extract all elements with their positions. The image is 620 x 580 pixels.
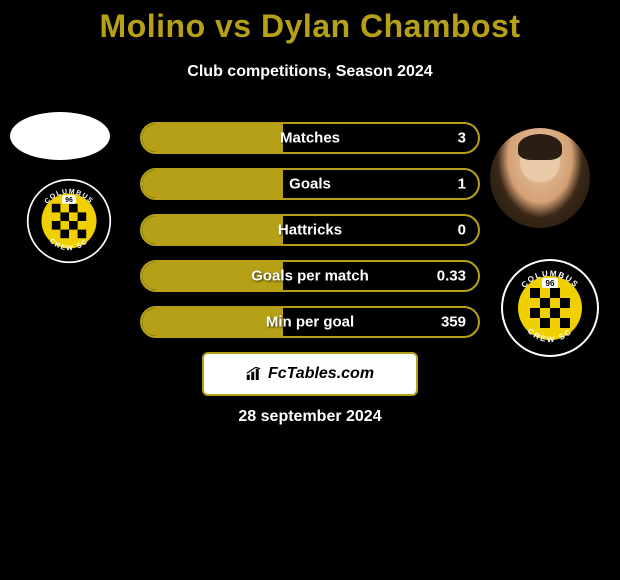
stat-bar-value-right: 3 <box>458 130 466 147</box>
stat-bar-fill <box>142 216 283 244</box>
stat-bar-fill <box>142 170 283 198</box>
team-left-badge: 96 COLUMBUS CREW SC <box>26 178 112 264</box>
crew-badge-icon: 96 COLUMBUS CREW SC <box>26 178 112 264</box>
stat-bar-value-right: 359 <box>441 314 466 331</box>
stat-bar-label: Goals per match <box>251 268 369 285</box>
crew-badge-icon: 96 COLUMBUS CREW SC <box>500 258 600 358</box>
stat-bar: Min per goal 359 <box>140 306 480 338</box>
player-left-avatar <box>10 112 110 160</box>
stat-bar: Goals per match 0.33 <box>140 260 480 292</box>
badge-year: 96 <box>65 197 73 204</box>
stat-bar-value-right: 0.33 <box>437 268 466 285</box>
stat-bar-value-right: 0 <box>458 222 466 239</box>
stat-bar: Matches 3 <box>140 122 480 154</box>
stat-bar-label: Hattricks <box>278 222 342 239</box>
bar-chart-icon <box>246 367 264 381</box>
stat-bar: Goals 1 <box>140 168 480 200</box>
stat-bar-fill <box>142 124 283 152</box>
stat-bar-label: Min per goal <box>266 314 354 331</box>
stat-bar-fill <box>142 308 283 336</box>
stat-bar: Hattricks 0 <box>140 214 480 246</box>
stat-bars: Matches 3 Goals 1 Hattricks 0 Goals per match 0… <box>140 122 480 352</box>
fctables-logo: FcTables.com <box>202 352 418 396</box>
logo-text: FcTables.com <box>268 365 374 383</box>
svg-text:96: 96 <box>546 279 555 288</box>
player-right-avatar <box>490 128 590 228</box>
page-subtitle: Club competitions, Season 2024 <box>0 63 620 81</box>
stat-bar-label: Matches <box>280 130 340 147</box>
team-right-badge: 96 COLUMBUS CREW SC <box>500 258 600 358</box>
stat-bar-value-right: 1 <box>458 176 466 193</box>
date-label: 28 september 2024 <box>238 408 381 426</box>
page-title: Molino vs Dylan Chambost <box>0 0 620 45</box>
stat-bar-label: Goals <box>289 176 331 193</box>
